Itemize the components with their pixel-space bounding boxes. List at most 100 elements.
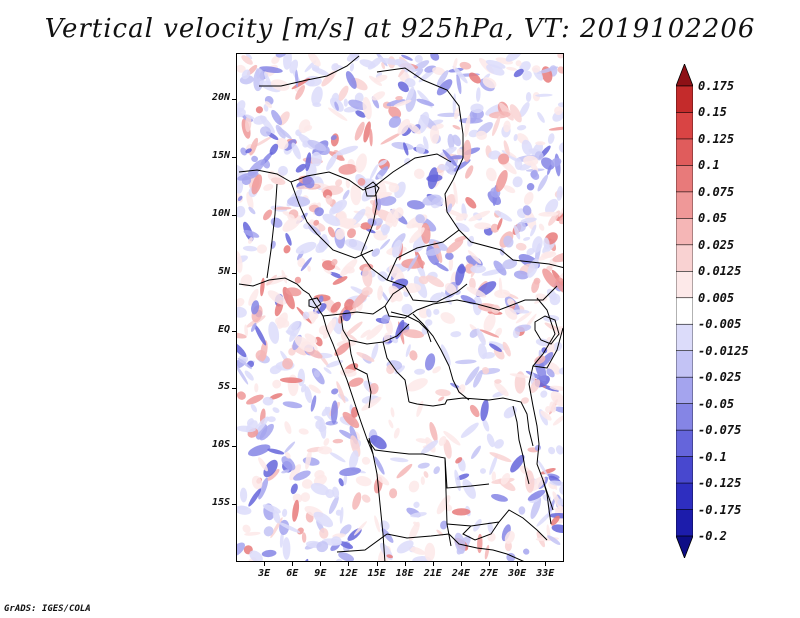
lake-tanganyika — [512, 405, 530, 485]
lon-label-21E: 21E — [423, 568, 442, 579]
field-patch — [247, 159, 265, 177]
field-patch — [494, 379, 502, 384]
field-patch — [275, 317, 290, 328]
field-patch — [383, 332, 391, 343]
field-patch — [435, 389, 451, 397]
lon-tick — [376, 562, 378, 566]
colorbar-label-neg-0.005: -0.005 — [698, 317, 742, 332]
field-patch — [397, 81, 409, 93]
field-patch — [338, 552, 355, 561]
field-patch — [391, 142, 414, 150]
field-patch — [317, 446, 333, 455]
field-patch — [361, 286, 373, 296]
field-patch — [550, 515, 560, 526]
field-patch — [549, 512, 563, 519]
field-patch — [378, 159, 388, 166]
field-patch — [409, 350, 418, 361]
field-patch — [270, 177, 286, 185]
field-patch — [456, 73, 462, 95]
field-patch — [468, 72, 481, 84]
colorbar-band — [676, 350, 693, 378]
field-patch — [465, 366, 480, 386]
field-patch — [357, 178, 366, 186]
colorbar-label-0.125: 0.125 — [698, 131, 735, 146]
field-patch — [254, 324, 267, 346]
field-patch — [329, 271, 343, 279]
field-patch — [509, 104, 522, 123]
field-patch — [554, 508, 563, 519]
lat-label-5N: 5N — [217, 265, 230, 277]
field-patch — [381, 314, 391, 324]
field-patch — [237, 297, 245, 307]
field-patch — [552, 251, 563, 263]
field-patch — [523, 155, 539, 166]
field-patch — [311, 86, 323, 106]
field-patch — [547, 133, 555, 144]
field-patch — [276, 137, 289, 150]
field-patch — [392, 239, 403, 258]
field-patch — [361, 182, 378, 202]
field-patch — [413, 68, 424, 79]
field-patch — [537, 174, 549, 192]
field-patch — [292, 493, 303, 503]
field-patch — [371, 91, 386, 101]
field-patch — [237, 505, 248, 511]
field-patch — [304, 386, 312, 404]
field-patch — [249, 550, 263, 561]
colorbar-band — [676, 138, 693, 167]
field-patch — [323, 438, 330, 446]
colorbar-band — [676, 218, 693, 246]
lat-label-15N: 15N — [211, 150, 230, 162]
field-patch — [476, 130, 487, 140]
field-patch — [241, 176, 252, 186]
field-patch — [538, 211, 559, 217]
field-patch — [237, 64, 246, 73]
field-patch — [253, 136, 272, 148]
field-patch — [245, 54, 253, 60]
field-patch — [495, 169, 508, 193]
field-patch — [282, 215, 302, 232]
field-patch — [519, 102, 530, 118]
field-patch — [430, 292, 443, 303]
lon-label-3E: 3E — [258, 568, 271, 579]
field-patch — [287, 214, 295, 221]
field-patch — [433, 466, 440, 475]
lat-tick — [232, 157, 236, 159]
field-patch — [345, 71, 357, 89]
field-patch — [373, 74, 388, 83]
field-patch — [245, 114, 255, 120]
colorbar-label-neg-0.075: -0.075 — [698, 423, 742, 438]
field-patch — [557, 102, 563, 108]
field-patch — [408, 480, 420, 493]
field-patch — [491, 471, 497, 482]
field-patch — [502, 258, 518, 270]
field-patch — [310, 395, 317, 412]
field-patch — [371, 343, 379, 361]
field-patch — [338, 164, 358, 175]
field-patch — [282, 286, 295, 310]
field-patch — [513, 309, 530, 314]
field-patch — [282, 358, 293, 370]
colorbar-label-0.175: 0.175 — [698, 79, 735, 93]
field-patch — [378, 196, 397, 206]
field-patch — [551, 524, 563, 533]
field-patch — [327, 226, 336, 238]
field-patch — [248, 288, 259, 306]
field-patch — [501, 150, 520, 163]
field-patch — [447, 203, 453, 213]
field-patch — [536, 511, 552, 527]
field-patch — [450, 331, 462, 338]
field-patch — [260, 277, 265, 297]
field-patch — [290, 483, 298, 495]
field-patch — [407, 123, 421, 135]
field-patch — [237, 542, 245, 557]
country-borders — [238, 55, 563, 561]
field-patch — [322, 213, 341, 227]
field-patch — [251, 155, 258, 163]
field-patch — [442, 149, 458, 168]
field-patch — [335, 509, 342, 516]
field-patch — [535, 93, 553, 97]
field-patch — [493, 260, 507, 276]
field-patch — [347, 228, 356, 239]
field-patch — [377, 285, 383, 301]
